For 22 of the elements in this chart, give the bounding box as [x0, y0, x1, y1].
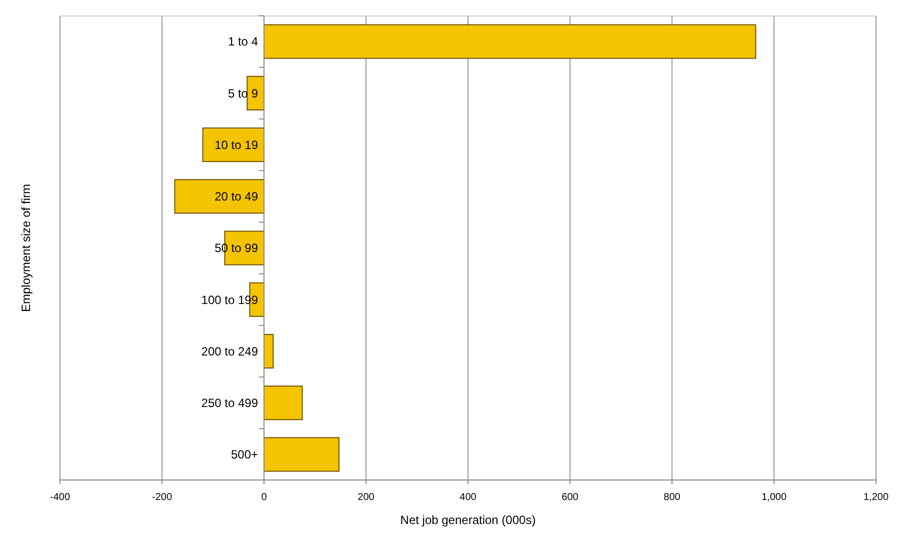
x-tick-label: 600	[562, 492, 579, 503]
x-axis-title: Net job generation (000s)	[400, 513, 536, 527]
y-tick-label: 10 to 19	[214, 138, 258, 152]
x-tick-label: 1,200	[863, 492, 889, 503]
x-tick-label: 200	[358, 492, 375, 503]
y-tick-label: 500+	[230, 448, 258, 462]
x-tick-label: -400	[50, 492, 70, 503]
y-tick-label: 1 to 4	[228, 34, 258, 49]
x-tick-label: -200	[152, 492, 172, 503]
bar	[264, 24, 756, 59]
bar	[264, 386, 303, 420]
x-tick-label: 1,000	[761, 492, 787, 503]
x-tick-label: 800	[664, 492, 681, 503]
bar	[264, 437, 340, 472]
bar	[174, 179, 264, 214]
y-tick-label: 20 to 49	[214, 190, 258, 204]
bar	[202, 128, 264, 162]
y-axis-title: Employment size of firm	[19, 184, 33, 312]
y-tick-label: 250 to 499	[201, 396, 258, 410]
x-tick-label: 0	[261, 492, 268, 503]
x-tick-label: 400	[460, 492, 477, 503]
y-tick-label: 200 to 249	[201, 344, 258, 358]
